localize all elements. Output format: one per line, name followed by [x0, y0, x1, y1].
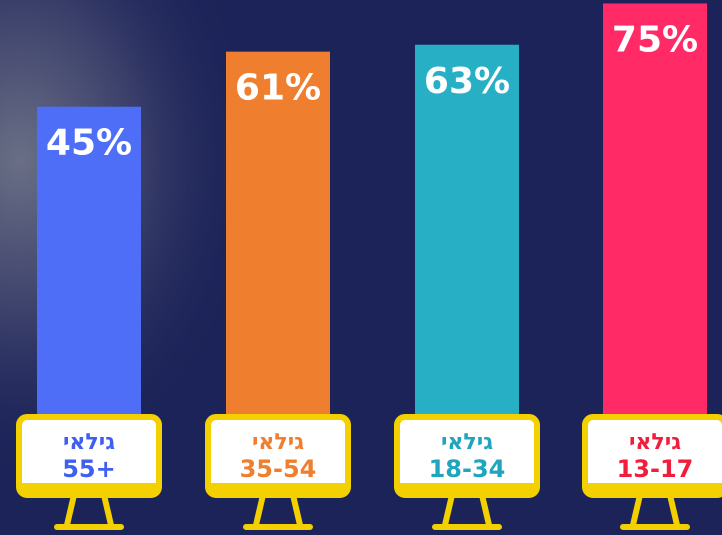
category-prefix: גילאי [63, 430, 115, 455]
monitor-stand [620, 492, 690, 530]
bar [37, 106, 141, 425]
monitor-stand [243, 492, 313, 530]
value-label: 63% [424, 61, 510, 102]
monitor-stand [54, 492, 124, 530]
category-prefix: גילאי [629, 430, 681, 455]
category-prefix: גילאי [252, 430, 304, 455]
x-tick-label: 18-34 [429, 455, 506, 483]
x-tick-label: 35-54 [240, 455, 317, 483]
category-prefix: גילאי [441, 430, 493, 455]
value-label: 75% [612, 19, 698, 60]
monitor-bezel [585, 483, 722, 495]
monitor-bezel [19, 483, 159, 495]
x-tick-label: 55+ [62, 455, 116, 483]
bar [226, 51, 330, 425]
value-label: 61% [235, 68, 321, 109]
monitor-bezel [208, 483, 348, 495]
x-tick-label: 13-17 [617, 455, 694, 483]
value-label: 45% [46, 123, 132, 164]
monitor-stand [432, 492, 502, 530]
monitor-bezel [397, 483, 537, 495]
bar [415, 44, 519, 426]
bar [603, 3, 707, 425]
